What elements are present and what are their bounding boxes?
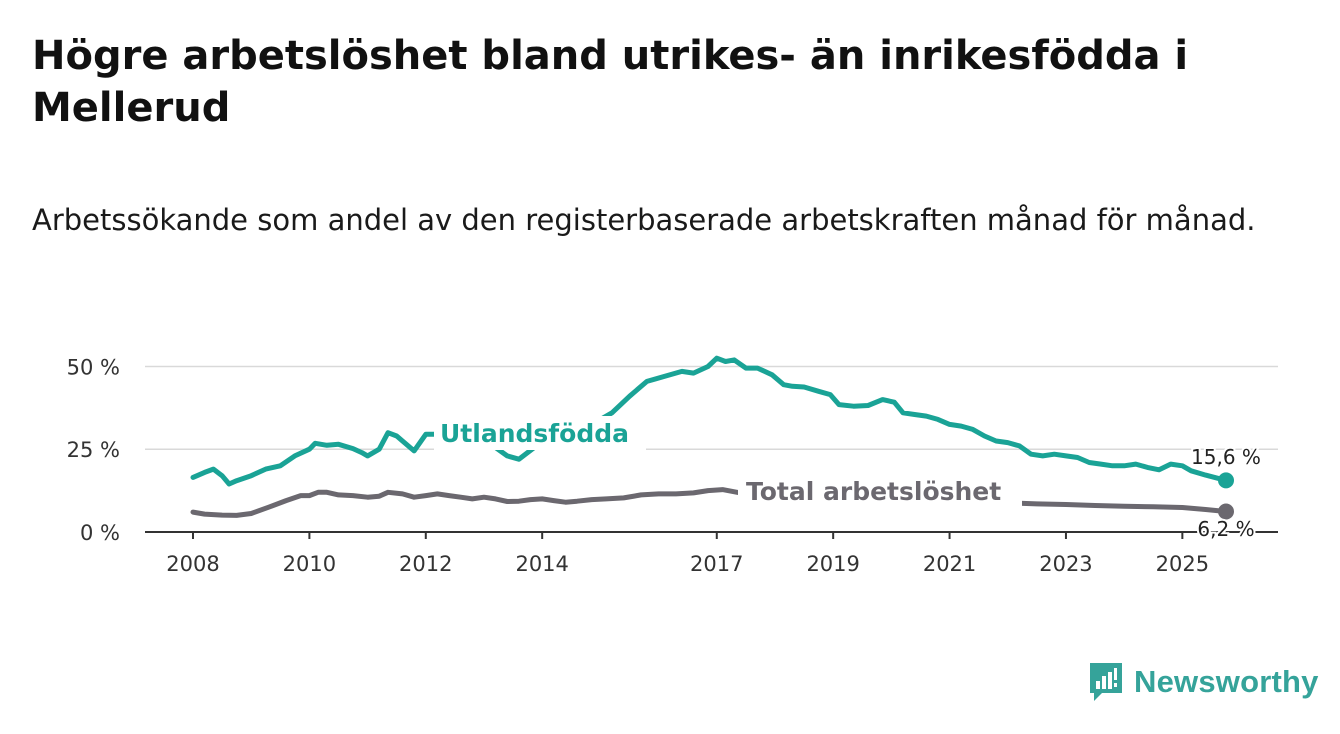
x-tick-label: 2021 <box>923 552 976 576</box>
chart-title: Högre arbetslöshet bland utrikes- än inr… <box>32 33 1189 131</box>
series-end-point-total <box>1218 503 1234 520</box>
series-label-total: Total arbetslöshet <box>746 477 1001 506</box>
series-label-background <box>434 416 646 450</box>
x-tick-label: 2019 <box>806 552 859 576</box>
series-line-total <box>190 487 1229 518</box>
y-tick-label: 0 % <box>80 521 120 545</box>
series-label-utlandsfodda: Utlandsfödda <box>440 419 629 448</box>
series-label-background <box>738 474 1022 508</box>
x-tick-label: 2025 <box>1156 552 1209 576</box>
series-end-point-utlandsfodda <box>1218 472 1234 489</box>
y-tick-label: 25 % <box>67 438 120 462</box>
x-tick-label: 2017 <box>690 552 743 576</box>
x-tick-label: 2010 <box>283 552 336 576</box>
series-line-utlandsfodda <box>190 355 1229 487</box>
x-tick-label: 2008 <box>166 552 219 576</box>
end-value-label-total: 6,2 % <box>1197 517 1254 541</box>
newsworthy-logo-text: Newsworthy <box>1134 664 1319 699</box>
y-tick-label: 50 % <box>67 355 120 379</box>
end-value-label-utlandsfodda: 15,6 % <box>1191 445 1261 469</box>
x-tick-label: 2012 <box>399 552 452 576</box>
chart-subtitle: Arbetssökande som andel av den registerb… <box>32 203 1256 237</box>
newsworthy-logo-icon <box>1090 663 1122 701</box>
x-tick-label: 2023 <box>1039 552 1092 576</box>
newsworthy-logo[interactable]: Newsworthy <box>1088 660 1319 704</box>
x-tick-label: 2014 <box>515 552 568 576</box>
